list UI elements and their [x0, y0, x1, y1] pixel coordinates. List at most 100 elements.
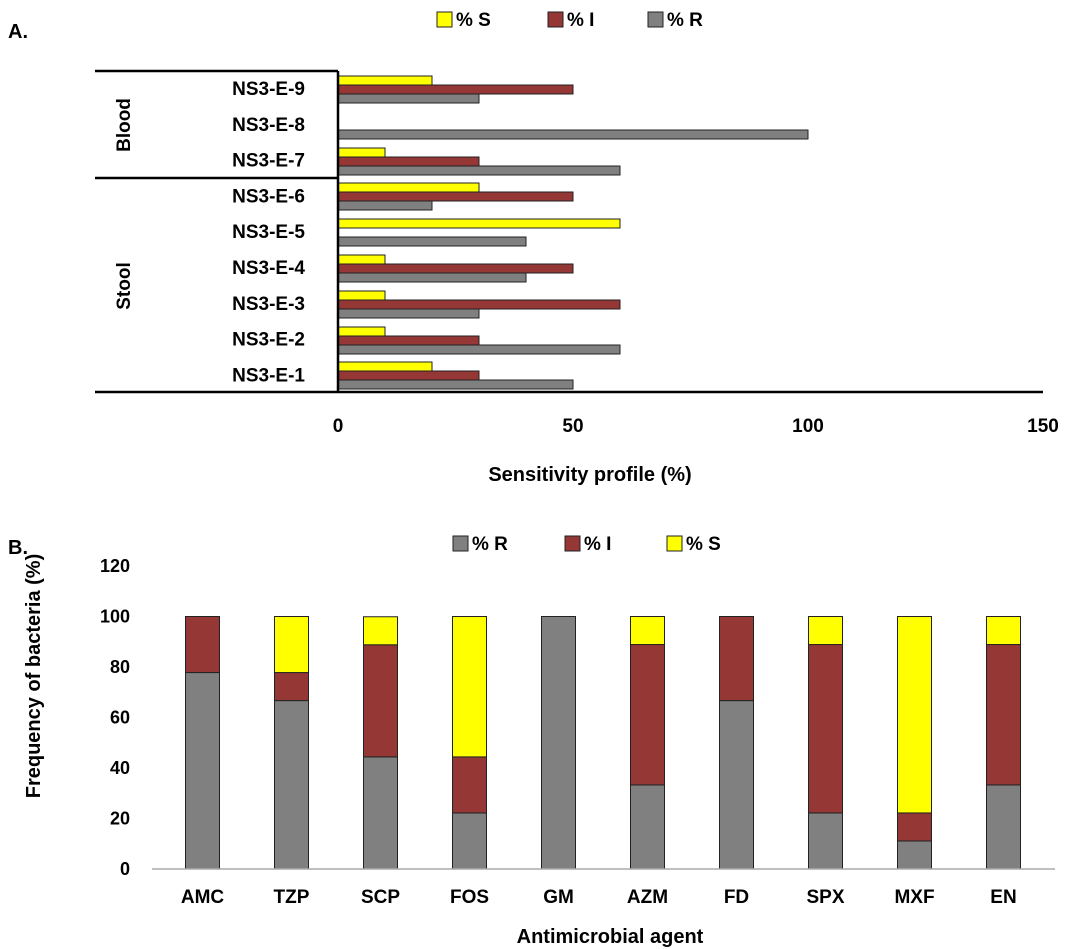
x-tick-label-fd: FD — [724, 887, 749, 908]
legend-swatch-r — [452, 535, 469, 552]
bar-b-mxf-s — [897, 616, 932, 814]
category-label-ns3-e-3: NS3-E-3 — [232, 294, 305, 315]
bar-b-scp-r — [363, 756, 398, 870]
bar-b-en-i — [986, 644, 1021, 786]
legend-label-i: % I — [567, 10, 594, 31]
bar-a-ns3-e-7-s — [337, 147, 386, 158]
bar-b-azm-s — [630, 616, 665, 646]
bar-a-ns3-e-4-r — [337, 272, 527, 283]
panel-b-bars — [185, 616, 1021, 870]
legend-swatch-s — [666, 535, 683, 552]
legend-swatch-r — [647, 11, 664, 28]
bar-b-azm-i — [630, 644, 665, 786]
y-tick-label-80: 80 — [110, 657, 130, 677]
x-tick-label-tzp: TZP — [274, 887, 310, 908]
x-tick-label-en: EN — [990, 887, 1016, 908]
bar-b-tzp-s — [274, 616, 309, 674]
x-tick-label-amc: AMC — [181, 887, 225, 908]
bar-b-en-s — [986, 616, 1021, 646]
x-tick-label-scp: SCP — [361, 887, 400, 908]
bar-b-azm-r — [630, 784, 665, 870]
bar-b-mxf-i — [897, 812, 932, 842]
x-tick-label-50: 50 — [562, 416, 583, 437]
legend-label-s: % S — [456, 10, 491, 31]
bar-b-spx-r — [808, 812, 843, 870]
bar-b-spx-i — [808, 644, 843, 814]
panel-b-y-axis-title: Frequency of bacteria (%) — [23, 554, 45, 799]
category-label-ns3-e-8: NS3-E-8 — [232, 115, 305, 136]
bar-b-amc-r — [185, 672, 220, 870]
bar-a-ns3-e-1-s — [337, 361, 433, 372]
bar-b-scp-s — [363, 616, 398, 646]
legend-label-r: % R — [667, 10, 703, 31]
panel-a-bars — [337, 75, 809, 390]
legend-label-r: % R — [472, 534, 508, 555]
bar-a-ns3-e-3-i — [337, 299, 621, 310]
x-tick-label-fos: FOS — [450, 887, 489, 908]
group-label-stool: Stool — [114, 262, 135, 310]
x-tick-label-150: 150 — [1027, 416, 1059, 437]
bar-a-ns3-e-7-i — [337, 156, 480, 167]
x-tick-label-mxf: MXF — [894, 887, 934, 908]
category-label-ns3-e-5: NS3-E-5 — [232, 222, 305, 243]
bar-a-ns3-e-6-i — [337, 191, 574, 202]
y-tick-label-20: 20 — [110, 809, 130, 829]
bar-b-fd-i — [719, 616, 754, 702]
y-tick-label-0: 0 — [120, 859, 130, 879]
x-tick-label-spx: SPX — [806, 887, 844, 908]
y-tick-label-100: 100 — [100, 607, 130, 627]
x-tick-label-gm: GM — [543, 887, 574, 908]
bar-a-ns3-e-5-r — [337, 236, 527, 247]
x-tick-label-100: 100 — [792, 416, 824, 437]
bar-b-en-r — [986, 784, 1021, 870]
panel-b-label: B. — [8, 537, 28, 559]
y-tick-label-40: 40 — [110, 758, 130, 778]
bar-a-ns3-e-4-s — [337, 254, 386, 265]
panel-b-x-axis-title: Antimicrobial agent — [517, 926, 704, 948]
bar-a-ns3-e-1-i — [337, 370, 480, 381]
bar-b-scp-i — [363, 644, 398, 758]
panel-a-label: A. — [8, 21, 28, 43]
panel-b-legend: % R % I % S — [452, 534, 721, 555]
bar-b-fos-r — [452, 812, 487, 870]
category-label-ns3-e-9: NS3-E-9 — [232, 79, 305, 100]
bar-b-fos-s — [452, 616, 487, 758]
category-label-ns3-e-4: NS3-E-4 — [232, 258, 305, 279]
legend-swatch-i — [564, 535, 581, 552]
bar-a-ns3-e-7-r — [337, 165, 621, 176]
panel-a-axes: NS3-E-9 NS3-E-8 NS3-E-7 NS3-E-6 NS3-E-5 NS3-E… — [95, 69, 1059, 437]
bar-b-fos-i — [452, 756, 487, 814]
legend-swatch-i — [547, 11, 564, 28]
bar-a-ns3-e-3-s — [337, 290, 386, 301]
category-label-ns3-e-1: NS3-E-1 — [232, 365, 305, 386]
category-label-ns3-e-6: NS3-E-6 — [232, 186, 305, 207]
bar-a-ns3-e-8-r — [337, 129, 809, 140]
bar-a-ns3-e-9-r — [337, 93, 480, 104]
panel-b: B. % R % I % S AMC TZP SCP FOS GM AZM FD SPX MXF EN… — [8, 534, 1055, 948]
bar-a-ns3-e-4-i — [337, 263, 574, 274]
bar-a-ns3-e-3-r — [337, 308, 480, 319]
panel-b-axes: AMC TZP SCP FOS GM AZM FD SPX MXF EN 0 20 40 60 80 100 1… — [100, 556, 1055, 908]
bar-a-ns3-e-6-s — [337, 182, 480, 193]
bar-a-ns3-e-9-i — [337, 84, 574, 95]
bar-b-tzp-i — [274, 672, 309, 702]
x-tick-label-azm: AZM — [627, 887, 668, 908]
legend-label-s: % S — [686, 534, 721, 555]
bar-a-ns3-e-2-s — [337, 326, 386, 337]
bar-a-ns3-e-6-r — [337, 200, 433, 211]
bar-a-ns3-e-5-s — [337, 218, 621, 229]
bar-b-tzp-r — [274, 700, 309, 870]
panel-a-legend: % S % I % R — [436, 10, 703, 31]
legend-swatch-s — [436, 11, 453, 28]
category-label-ns3-e-2: NS3-E-2 — [232, 330, 305, 351]
bar-b-fd-r — [719, 700, 754, 870]
panel-a: A. % S% I% R NS3-E-9NS3-E-8NS3-E-7NS3-E-… — [8, 10, 1059, 486]
bar-a-ns3-e-1-r — [337, 379, 574, 390]
bar-b-amc-i — [185, 616, 220, 674]
bar-b-mxf-r — [897, 840, 932, 870]
legend-label-i: % I — [584, 534, 611, 555]
category-label-ns3-e-7: NS3-E-7 — [232, 151, 305, 172]
panel-a-x-axis-title: Sensitivity profile (%) — [488, 464, 691, 486]
y-tick-label-60: 60 — [110, 708, 130, 728]
